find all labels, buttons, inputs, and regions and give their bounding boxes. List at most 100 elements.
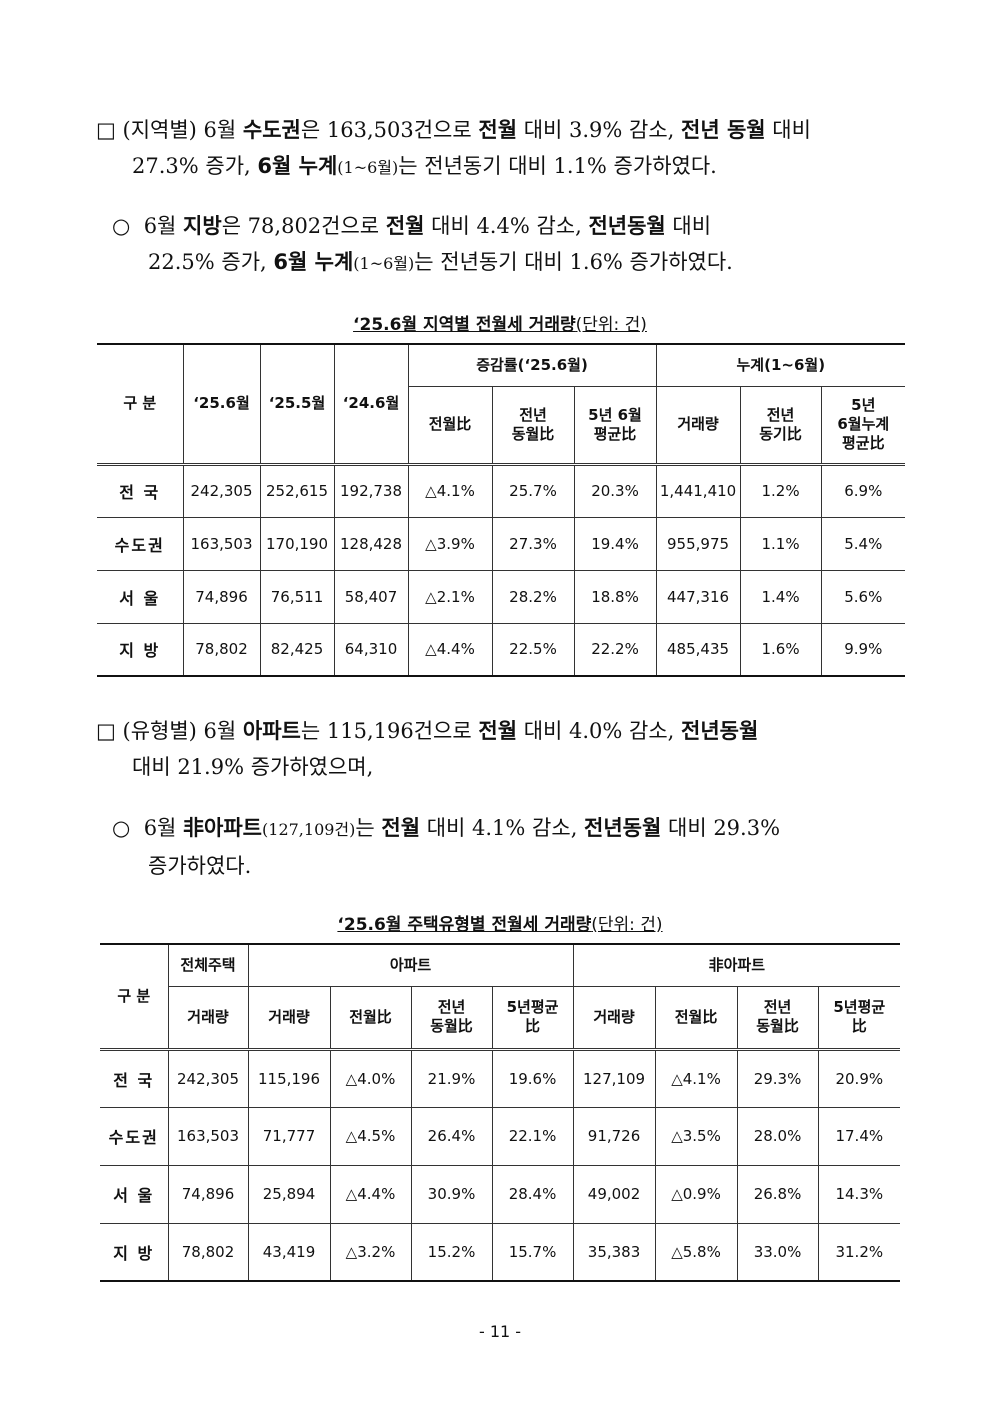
table2-header-apt-yoy: 전년 동월比 (410, 985, 493, 1051)
table-cell: 25.7% (491, 463, 575, 518)
table-cell: 25,894 (247, 1164, 331, 1224)
text-run: 는 전년동기 대비 1.1% 증가하였다. (398, 154, 717, 178)
table-cell: 28.0% (736, 1106, 819, 1166)
table-cell: △4.5% (329, 1106, 412, 1166)
text-run: 지방 (183, 214, 222, 238)
table-row: 지 방 78,802 82,425 64,310 △4.4% 22.5% 22.2% 485,… (97, 622, 906, 677)
table-cell: 28.2% (491, 569, 575, 624)
table-cell: △2.1% (407, 569, 493, 624)
table-cell: 1.1% (739, 516, 822, 571)
table2-header-apartment: 아파트 (247, 943, 574, 987)
table-cell: 128,428 (333, 516, 409, 571)
text-run: 은 78,802건으로 (221, 214, 386, 238)
table-cell: 485,435 (655, 622, 741, 677)
text-run: 6월 누계 (273, 250, 354, 274)
table-cell: 1.6% (739, 622, 822, 677)
table-cell: 18.8% (573, 569, 657, 624)
table-cell: 163,503 (182, 516, 261, 571)
table-cell: 17.4% (817, 1106, 901, 1166)
table-cell: 26.4% (410, 1106, 493, 1166)
table1-header-jun25: ‘25.6월 (182, 343, 261, 466)
text-run: 22.5% 증가, (148, 250, 274, 274)
table-cell: 76,511 (259, 569, 335, 624)
row-label: 서 울 (97, 569, 184, 624)
table-cell: 82,425 (259, 622, 335, 677)
circle-bullet-icon: ○ (112, 816, 131, 840)
row-label: 지 방 (97, 622, 184, 677)
table-cell: △4.4% (329, 1164, 412, 1224)
text-run: 대비 (765, 118, 811, 142)
table-cell: △4.4% (407, 622, 493, 677)
table-cell: 33.0% (736, 1222, 819, 1282)
table1-header-may25: ‘25.5월 (259, 343, 335, 466)
table1-caption: ‘25.6월 지역별 전월세 거래량(단위: 건) (0, 310, 1000, 335)
region-summary-line2: 27.3% 증가, 6월 누계(1~6월)는 전년동기 대비 1.1% 증가하였… (132, 154, 717, 178)
table1-header-cum-5y: 5년 6월누계 평균比 (820, 385, 906, 466)
table2-header-apt-volume: 거래량 (247, 985, 331, 1051)
table-cell: 242,305 (167, 1048, 249, 1108)
table-cell: 19.6% (491, 1048, 574, 1108)
table-cell: △3.5% (654, 1106, 738, 1166)
text-run: 대비 4.1% 감소, (420, 816, 585, 840)
nonapt-summary-line2: 증가하였다. (148, 854, 251, 878)
table2-header-gubun: 구 분 (100, 943, 169, 1051)
table1-header-cum-yoy: 전년 동기比 (739, 385, 822, 466)
table-cell: 6.9% (820, 463, 906, 518)
table2-header-non-apartment: 非아파트 (572, 943, 901, 987)
square-bullet-icon: □ (96, 719, 116, 743)
table-cell: 26.8% (736, 1164, 819, 1224)
table2-header-total: 전체주택 (167, 943, 249, 987)
text-run: (유형별) 6월 (122, 719, 243, 743)
table-cell: 21.9% (410, 1048, 493, 1108)
table-cell: 242,305 (182, 463, 261, 518)
table-cell: 74,896 (167, 1164, 249, 1224)
text-run: 전년 동월 (681, 118, 766, 142)
table1-header-volume: 거래량 (655, 385, 741, 466)
table1-header-cumulative: 누계(1~6월) (655, 343, 906, 387)
table1-header-5y-avg: 5년 6월 평균比 (573, 385, 657, 466)
table-cell: 78,802 (182, 622, 261, 677)
table-cell: 64,310 (333, 622, 409, 677)
row-label: 수도권 (97, 516, 184, 571)
table-cell: 192,738 (333, 463, 409, 518)
table-cell: 28.4% (491, 1164, 574, 1224)
table-cell: 49,002 (572, 1164, 656, 1224)
table1-caption-unit: (단위: 건) (575, 315, 647, 335)
page-number: - 11 - (478, 1322, 522, 1341)
text-run: 는 (355, 816, 382, 840)
table-cell: △4.0% (329, 1048, 412, 1108)
table2-caption-unit: (단위: 건) (591, 915, 663, 935)
table-row: 전 국 242,305 115,196 △4.0% 21.9% 19.6% 127,109 △… (100, 1048, 901, 1108)
table-row: 수도권 163,503 170,190 128,428 △3.9% 27.3% 19.4% 9… (97, 516, 906, 571)
table-cell: 1.4% (739, 569, 822, 624)
text-run: 6월 (143, 214, 184, 238)
local-summary-line2: 22.5% 증가, 6월 누계(1~6월)는 전년동기 대비 1.6% 증가하였… (148, 250, 733, 274)
table-cell: 15.7% (491, 1222, 574, 1282)
table-cell: 14.3% (817, 1164, 901, 1224)
text-run: 아파트 (242, 719, 301, 743)
table-cell: 1.2% (739, 463, 822, 518)
table-cell: 71,777 (247, 1106, 331, 1166)
table-cell: 447,316 (655, 569, 741, 624)
table-cell: 22.5% (491, 622, 575, 677)
row-label: 서 울 (100, 1164, 169, 1224)
table-cell: 29.3% (736, 1048, 819, 1108)
table-row: 지 방 78,802 43,419 △3.2% 15.2% 15.7% 35,383 △5.8… (100, 1222, 901, 1282)
table-cell: 31.2% (817, 1222, 901, 1282)
table-cell: △4.1% (407, 463, 493, 518)
table-cell: 955,975 (655, 516, 741, 571)
table-row: 서 울 74,896 25,894 △4.4% 30.9% 28.4% 49,002 △0.9… (100, 1164, 901, 1224)
local-summary-paragraph: ○ 6월 지방은 78,802건으로 전월 대비 4.4% 감소, 전년동월 대… (112, 208, 904, 282)
table-cell: 115,196 (247, 1048, 331, 1108)
type-summary-paragraph: □ (유형별) 6월 아파트는 115,196건으로 전월 대비 4.0% 감소… (96, 713, 904, 785)
table-cell: 163,503 (167, 1106, 249, 1166)
table-cell: 22.1% (491, 1106, 574, 1166)
table-cell: 252,615 (259, 463, 335, 518)
table-cell: 9.9% (820, 622, 906, 677)
table2-caption-title: ‘25.6월 주택유형별 전월세 거래량 (337, 915, 592, 935)
table1-header-mom: 전월比 (408, 385, 493, 466)
type-summary-line1: (유형별) 6월 아파트는 115,196건으로 전월 대비 4.0% 감소, … (123, 719, 759, 743)
table-cell: △5.8% (654, 1222, 738, 1282)
table1-header-yoy: 전년 동월比 (491, 385, 575, 466)
text-run: 대비 3.9% 감소, (517, 118, 682, 142)
